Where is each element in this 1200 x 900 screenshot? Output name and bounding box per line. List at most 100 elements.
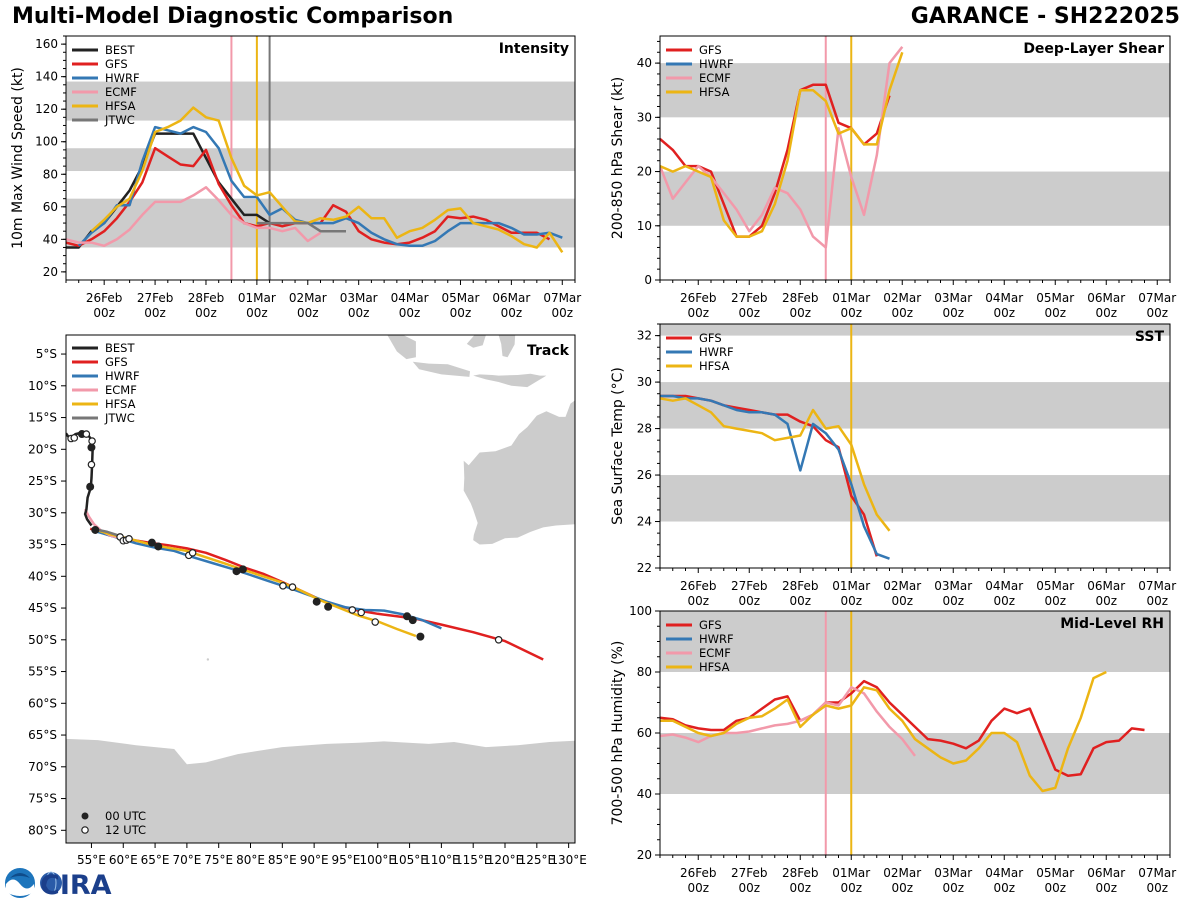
x-tick-label: 60°E	[109, 853, 138, 867]
x-tick-label: 07Mar	[1138, 291, 1176, 305]
x-tick-label: 28Feb	[188, 291, 225, 305]
position-marker-12z	[188, 549, 197, 557]
x-tick-label: 00z	[891, 881, 913, 895]
panel-title: Deep-Layer Shear	[1023, 41, 1164, 57]
shade-band	[66, 81, 575, 121]
shade-band	[660, 63, 1170, 118]
legend-label: GFS	[699, 331, 722, 345]
x-tick-label: 00z	[1044, 594, 1066, 608]
series-ecmf	[660, 46, 904, 249]
x-tick-label: 02Mar	[883, 291, 921, 305]
x-tick-label: 00z	[891, 306, 913, 320]
position-marker-12z	[125, 535, 133, 543]
y-tick-label: 140	[35, 70, 58, 84]
sulawesi-landmass	[498, 335, 516, 358]
y-tick-label: 75°S	[28, 792, 57, 806]
x-tick-label: 00z	[738, 306, 760, 320]
legend-label: BEST	[105, 43, 135, 57]
x-tick-label: 00z	[1095, 881, 1117, 895]
x-tick-label: 00z	[450, 306, 472, 320]
x-tick-label: 00z	[297, 306, 319, 320]
plot-area	[660, 324, 1170, 568]
x-tick-label: 00z	[1044, 306, 1066, 320]
panel-title: Track	[527, 343, 570, 359]
series-hwrf	[77, 125, 563, 248]
x-tick-label: 00z	[348, 306, 370, 320]
java-landmass	[412, 361, 470, 377]
y-tick-label: 50°S	[28, 633, 57, 647]
series-ecmf	[660, 686, 916, 757]
shade-band	[660, 171, 1170, 226]
series-hwrf	[660, 394, 890, 560]
y-tick-label: 28	[637, 422, 652, 436]
y-tick-label: 20°S	[28, 442, 57, 456]
nusa-tenggara-landmass	[473, 373, 547, 388]
shade-band	[660, 382, 1170, 429]
x-tick-label: 05Mar	[1036, 866, 1074, 880]
x-tick-label: 28Feb	[782, 579, 819, 593]
globe-meridian	[45, 871, 57, 895]
panel-sst: 26Feb00z27Feb00z28Feb00z01Mar00z02Mar00z…	[610, 323, 1176, 608]
noaa-bird-icon	[10, 873, 30, 878]
position-marker-00z	[154, 542, 163, 551]
legend-label: JTWC	[104, 113, 135, 127]
panel-title: Mid-Level RH	[1060, 616, 1164, 632]
noaa-wave-icon	[6, 879, 34, 896]
y-tick-label: 160	[35, 37, 58, 51]
panel-track: 55°E 60°E 65°E 70°E 75°E 80°E 85°E 90°E 95°E 100°…	[28, 334, 587, 867]
x-tick-label: 27Feb	[137, 291, 174, 305]
x-tick-label: 03Mar	[934, 866, 972, 880]
y-tick-label: 80	[637, 665, 652, 679]
y-tick-label: 55°S	[28, 665, 57, 679]
x-tick-label: 00z	[993, 881, 1015, 895]
position-marker-00z	[91, 525, 100, 534]
x-tick-label: 00z	[1044, 881, 1066, 895]
y-tick-label: 100	[35, 135, 58, 149]
track-hfsa	[94, 528, 417, 638]
position-marker-12z	[82, 430, 91, 438]
panel-title: Intensity	[499, 41, 569, 57]
x-tick-label: 05Mar	[1036, 579, 1074, 593]
position-marker-12z	[348, 606, 357, 614]
y-tick-label: 65°S	[28, 728, 57, 742]
series-jtwc	[256, 221, 346, 233]
x-tick-label: 03Mar	[934, 291, 972, 305]
x-tick-label: 95°E	[332, 853, 361, 867]
position-marker-00z	[416, 632, 425, 641]
legend-label: GFS	[699, 43, 722, 57]
map-frame	[65, 334, 576, 844]
panel-shear: 26Feb00z27Feb00z28Feb00z01Mar00z02Mar00z…	[610, 35, 1176, 320]
track-hwrf	[97, 530, 442, 630]
y-tick-label: 120	[35, 102, 58, 116]
x-tick-label: 85°E	[268, 853, 297, 867]
position-marker-12z	[70, 434, 79, 442]
x-tick-label: 00z	[551, 306, 573, 320]
antarctica-landmass	[66, 738, 575, 843]
series-hfsa	[90, 106, 564, 253]
y-tick-label: 45°S	[28, 601, 57, 615]
position-marker-00z	[86, 482, 95, 491]
y-tick-label: 20	[637, 165, 652, 179]
legend-label: JTWC	[104, 411, 135, 425]
x-tick-label: 26Feb	[680, 579, 717, 593]
y-axis-label: Sea Surface Temp (°C)	[610, 367, 626, 525]
series-hfsa	[660, 397, 891, 532]
x-tick-label: 01Mar	[832, 579, 870, 593]
x-tick-label: 01Mar	[832, 866, 870, 880]
x-tick-label: 00z	[195, 306, 217, 320]
x-tick-label: 00z	[942, 881, 964, 895]
legend-label: GFS	[699, 618, 722, 632]
x-tick-label: 06Mar	[492, 291, 530, 305]
x-tick-label: 27Feb	[731, 866, 768, 880]
y-tick-label: 40	[637, 56, 652, 70]
panel-intensity: 26Feb00z27Feb00z28Feb00z01Mar00z02Mar00z…	[10, 35, 581, 320]
shade-band	[660, 324, 1170, 336]
shade-band	[660, 733, 1170, 794]
x-tick-label: 00z	[789, 306, 811, 320]
x-tick-label: 00z	[993, 594, 1015, 608]
x-tick-label: 26Feb	[86, 291, 123, 305]
